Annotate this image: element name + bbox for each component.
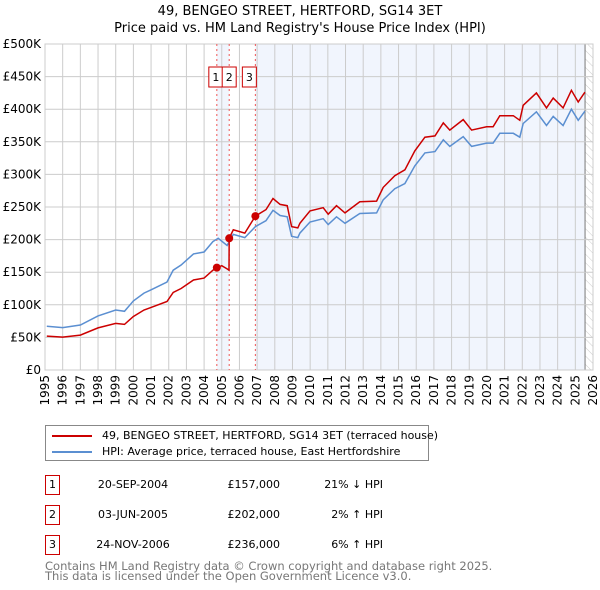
legend-swatch-red <box>52 435 92 437</box>
x-tick-label: 2016 <box>409 375 423 406</box>
y-tick-label: £200K <box>3 233 43 247</box>
y-tick-label: £50K <box>10 330 42 344</box>
sale-label: 2 <box>226 71 233 84</box>
x-tick-label: 2002 <box>162 375 176 406</box>
legend-swatch-blue <box>52 451 92 453</box>
x-tick-label: 2018 <box>445 375 459 406</box>
transaction-price: £236,000 <box>227 538 281 551</box>
transaction-number: 1 <box>45 475 60 495</box>
legend-label: HPI: Average price, terraced house, East… <box>102 445 401 458</box>
x-tick-label: 2000 <box>126 375 140 406</box>
y-tick-label: £150K <box>3 265 43 279</box>
x-tick-label: 2011 <box>321 375 335 406</box>
x-tick-label: 2001 <box>144 375 158 406</box>
x-tick-label: 2021 <box>498 375 512 406</box>
y-tick-label: £500K <box>3 37 43 51</box>
x-tick-label: 2015 <box>392 375 406 406</box>
x-tick-label: 2012 <box>339 375 353 406</box>
legend-label: 49, BENGEO STREET, HERTFORD, SG14 3ET (t… <box>102 429 439 442</box>
x-tick-label: 2010 <box>303 375 317 406</box>
x-tick-label: 2022 <box>515 375 529 406</box>
sale-label-box <box>241 66 257 88</box>
transaction-price: £202,000 <box>227 508 281 521</box>
transaction-date: 24-NOV-2006 <box>96 538 170 551</box>
x-tick-label: 1995 <box>38 375 52 406</box>
y-tick-label: £400K <box>3 102 43 116</box>
transaction-price: £157,000 <box>227 478 281 491</box>
price-chart: 49, BENGEO STREET, HERTFORD, SG14 3ET Pr… <box>3 4 600 406</box>
x-tick-label: 2005 <box>215 375 229 406</box>
transaction-date: 03-JUN-2005 <box>97 508 169 521</box>
y-tick-label: £300K <box>3 167 43 181</box>
sale-label-box <box>221 66 237 88</box>
transaction-hpi: 21% ↓ HPI <box>324 478 383 491</box>
x-tick-label: 2019 <box>462 375 476 406</box>
transaction-number: 3 <box>45 535 60 555</box>
price-paid-line <box>46 88 586 338</box>
legend: 49, BENGEO STREET, HERTFORD, SG14 3ET (t… <box>45 425 438 461</box>
x-tick-label: 2008 <box>268 375 282 406</box>
sale-label: 3 <box>246 71 253 84</box>
footer-copyright: Contains HM Land Registry data © Crown c… <box>45 559 493 573</box>
x-tick-label: 2004 <box>197 375 211 406</box>
x-tick-label: 1997 <box>73 375 87 406</box>
x-tick-label: 2020 <box>480 375 494 406</box>
transaction-hpi: 2% ↑ HPI <box>331 508 383 521</box>
sale-point <box>225 234 234 243</box>
transaction-row: 2 03-JUN-2005 £202,000 2% ↑ HPI <box>45 505 405 525</box>
footer-licence: This data is licensed under the Open Gov… <box>45 569 412 583</box>
transaction-row: 1 20-SEP-2004 £157,000 21% ↓ HPI <box>45 475 405 495</box>
x-tick-label: 2025 <box>568 375 582 406</box>
x-tick-label: 2014 <box>374 375 388 406</box>
transaction-date: 20-SEP-2004 <box>97 478 169 491</box>
x-tick-label: 1996 <box>56 375 70 406</box>
x-tick-label: 2003 <box>179 375 193 406</box>
sale-point <box>212 263 221 272</box>
hpi-line <box>46 107 586 329</box>
x-tick-label: 1998 <box>91 375 105 406</box>
x-tick-label: 1999 <box>109 375 123 406</box>
x-tick-label: 2007 <box>250 375 264 406</box>
sale-label: 1 <box>212 71 219 84</box>
y-tick-label: £0 <box>26 363 41 377</box>
x-tick-label: 2009 <box>285 375 299 406</box>
sale-point <box>251 212 260 221</box>
chart-subtitle: Price paid vs. HM Land Registry's House … <box>114 21 486 36</box>
y-tick-label: £100K <box>3 298 43 312</box>
y-tick-label: £450K <box>3 70 43 84</box>
y-tick-label: £350K <box>3 135 43 149</box>
y-tick-label: £250K <box>3 200 43 214</box>
x-tick-label: 2024 <box>551 375 565 406</box>
x-tick-label: 2006 <box>232 375 246 406</box>
chart-title: 49, BENGEO STREET, HERTFORD, SG14 3ET <box>158 4 443 19</box>
transaction-hpi: 6% ↑ HPI <box>331 538 383 551</box>
x-tick-label: 2023 <box>533 375 547 406</box>
transaction-number: 2 <box>45 505 60 525</box>
x-tick-label: 2026 <box>586 375 600 406</box>
x-tick-label: 2017 <box>427 375 441 406</box>
transaction-row: 3 24-NOV-2006 £236,000 6% ↑ HPI <box>45 535 405 555</box>
x-tick-label: 2013 <box>356 375 370 406</box>
plot-border <box>44 43 594 371</box>
